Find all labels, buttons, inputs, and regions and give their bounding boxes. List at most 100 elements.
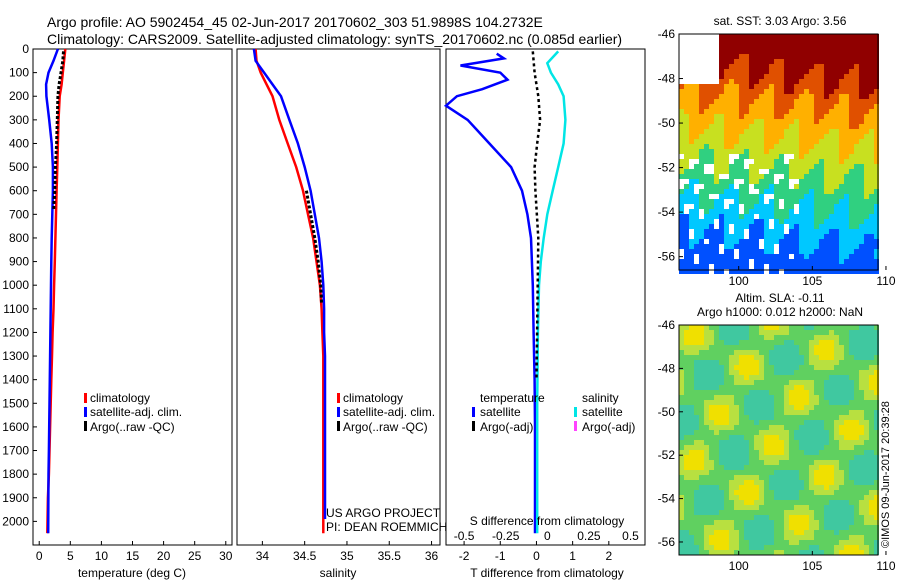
sst-cell (749, 69, 754, 74)
sla-cell (764, 370, 769, 375)
sst-cell (779, 34, 784, 39)
sla-cell (744, 370, 749, 375)
temp-ytick-label: 200 (9, 89, 29, 103)
sst-cell (739, 129, 744, 134)
sla-cell (759, 490, 764, 495)
sst-cell (869, 89, 874, 94)
sst-cell (724, 99, 729, 104)
sst-cell (829, 234, 834, 239)
sla-cell (699, 540, 704, 545)
sla-cell (769, 355, 774, 360)
sst-cell (689, 174, 694, 179)
sst-cell (699, 244, 704, 249)
sst-cell (689, 259, 694, 264)
sst-cell (824, 94, 829, 99)
sst-cell (769, 169, 774, 174)
sst-cell (839, 99, 844, 104)
sst-cell (874, 104, 879, 109)
sst-cell (794, 129, 799, 134)
sst-cell (739, 169, 744, 174)
sla-cell (844, 445, 849, 450)
sla-cell (794, 535, 799, 540)
sst-cell (784, 214, 789, 219)
sst-cell (799, 79, 804, 84)
sst-cell (679, 119, 684, 124)
sla-cell (749, 365, 754, 370)
sst-cell (864, 139, 869, 144)
sst-cell (874, 184, 879, 189)
sst-cell (839, 54, 844, 59)
sla-cell (809, 430, 814, 435)
map-ytick-label: -52 (658, 448, 676, 462)
sla-cell (874, 460, 879, 465)
sst-cell (849, 129, 854, 134)
sst-cell (819, 49, 824, 54)
sst-cell (769, 104, 774, 109)
sla-cell (704, 475, 709, 480)
sla-cell (679, 415, 684, 420)
sst-cell (814, 69, 819, 74)
sla-cell (799, 420, 804, 425)
sla-cell (769, 370, 774, 375)
sla-cell (829, 440, 834, 445)
sla-cell (724, 500, 729, 505)
sla-cell (709, 375, 714, 380)
sst-cell (679, 219, 684, 224)
sst-cell (794, 214, 799, 219)
sst-cell (829, 229, 834, 234)
sst-cell (684, 229, 689, 234)
sst-cell (824, 104, 829, 109)
sla-cell (849, 550, 854, 555)
sla-cell (784, 355, 789, 360)
sst-cell (689, 99, 694, 104)
sst-cell (769, 54, 774, 59)
sst-cell (714, 134, 719, 139)
sst-cell (859, 139, 864, 144)
sla-cell (834, 335, 839, 340)
sla-cell (779, 490, 784, 495)
sst-cell (804, 74, 809, 79)
sla-cell (839, 530, 844, 535)
sla-cell (729, 455, 734, 460)
sst-cell (684, 119, 689, 124)
sst-cell (694, 269, 699, 274)
sla-cell (699, 530, 704, 535)
sla-cell (759, 330, 764, 335)
sst-cell (794, 259, 799, 264)
sst-cell (704, 254, 709, 259)
sst-cell (809, 179, 814, 184)
temp-xtick-label: 5 (67, 549, 74, 563)
sla-cell (799, 535, 804, 540)
sla-cell (724, 390, 729, 395)
sla-cell (709, 515, 714, 520)
sla-cell (839, 385, 844, 390)
sla-cell (709, 540, 714, 545)
sst-cell (784, 124, 789, 129)
sst-cell (829, 189, 834, 194)
sla-cell (719, 395, 724, 400)
sst-cell (744, 244, 749, 249)
sst-cell (804, 44, 809, 49)
sla-cell (784, 335, 789, 340)
sla-cell (869, 500, 874, 505)
sst-cell (764, 134, 769, 139)
sst-cell (814, 204, 819, 209)
sst-cell (749, 129, 754, 134)
sla-cell (854, 460, 859, 465)
sla-cell (749, 385, 754, 390)
sla-cell (834, 475, 839, 480)
sla-cell (854, 340, 859, 345)
sla-cell (834, 355, 839, 360)
sst-cell (859, 174, 864, 179)
sal-series-line-2 (252, 48, 327, 519)
sst-cell (684, 184, 689, 189)
sst-cell (734, 49, 739, 54)
sla-cell (684, 440, 689, 445)
sst-cell (804, 199, 809, 204)
sla-cell (719, 465, 724, 470)
sst-cell (759, 119, 764, 124)
sla-cell (719, 375, 724, 380)
sla-cell (729, 525, 734, 530)
difference-legend: temperature satellite Argo(-adj) salinit… (472, 391, 635, 434)
sla-cell (749, 540, 754, 545)
